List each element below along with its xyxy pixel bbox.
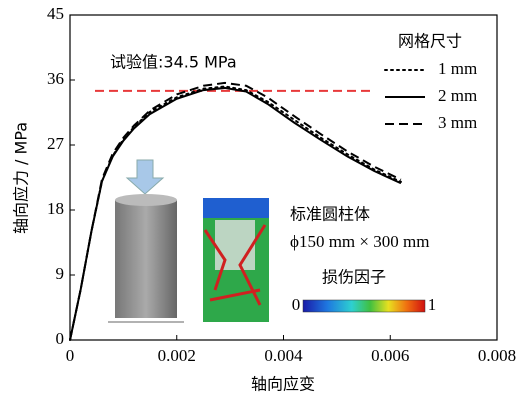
- x-tick-label: 0: [66, 346, 75, 365]
- damage-top: [203, 198, 269, 218]
- cylinder: [115, 200, 177, 318]
- x-tick-label: 0.008: [478, 346, 516, 365]
- y-tick-label: 27: [47, 134, 65, 153]
- legend-label: 2 mm: [438, 86, 477, 105]
- legend-title: 网格尺寸: [398, 32, 462, 51]
- legend-label: 1 mm: [438, 59, 477, 78]
- legend-label: 3 mm: [438, 113, 477, 132]
- y-tick-label: 45: [47, 4, 64, 23]
- cylinder-top: [115, 194, 177, 206]
- chart: 轴向应变 轴向应力 / MPa 试验值:34.5 MPa 网格尺寸 标准圆柱体 …: [0, 0, 525, 402]
- damage-core: [215, 220, 255, 270]
- specimen-name: 标准圆柱体: [290, 205, 370, 224]
- y-tick-label: 36: [47, 69, 64, 88]
- colorbar: [303, 300, 425, 312]
- colorbar-tick: 1: [428, 295, 437, 314]
- y-tick-label: 0: [56, 329, 65, 348]
- x-tick-label: 0.004: [264, 346, 303, 365]
- x-axis-label: 轴向应变: [251, 375, 315, 394]
- y-tick-label: 9: [56, 264, 65, 283]
- x-tick-label: 0.002: [158, 346, 196, 365]
- load-arrow: [127, 160, 163, 194]
- y-tick-label: 18: [47, 199, 64, 218]
- x-tick-label: 0.006: [371, 346, 409, 365]
- specimen-size: ϕ150 mm × 300 mm: [290, 232, 429, 251]
- reference-label: 试验值:34.5 MPa: [110, 53, 237, 72]
- colorbar-tick: 0: [292, 295, 301, 314]
- colorbar-title: 损伤因子: [322, 268, 386, 287]
- y-axis-label: 轴向应力 / MPa: [12, 122, 31, 234]
